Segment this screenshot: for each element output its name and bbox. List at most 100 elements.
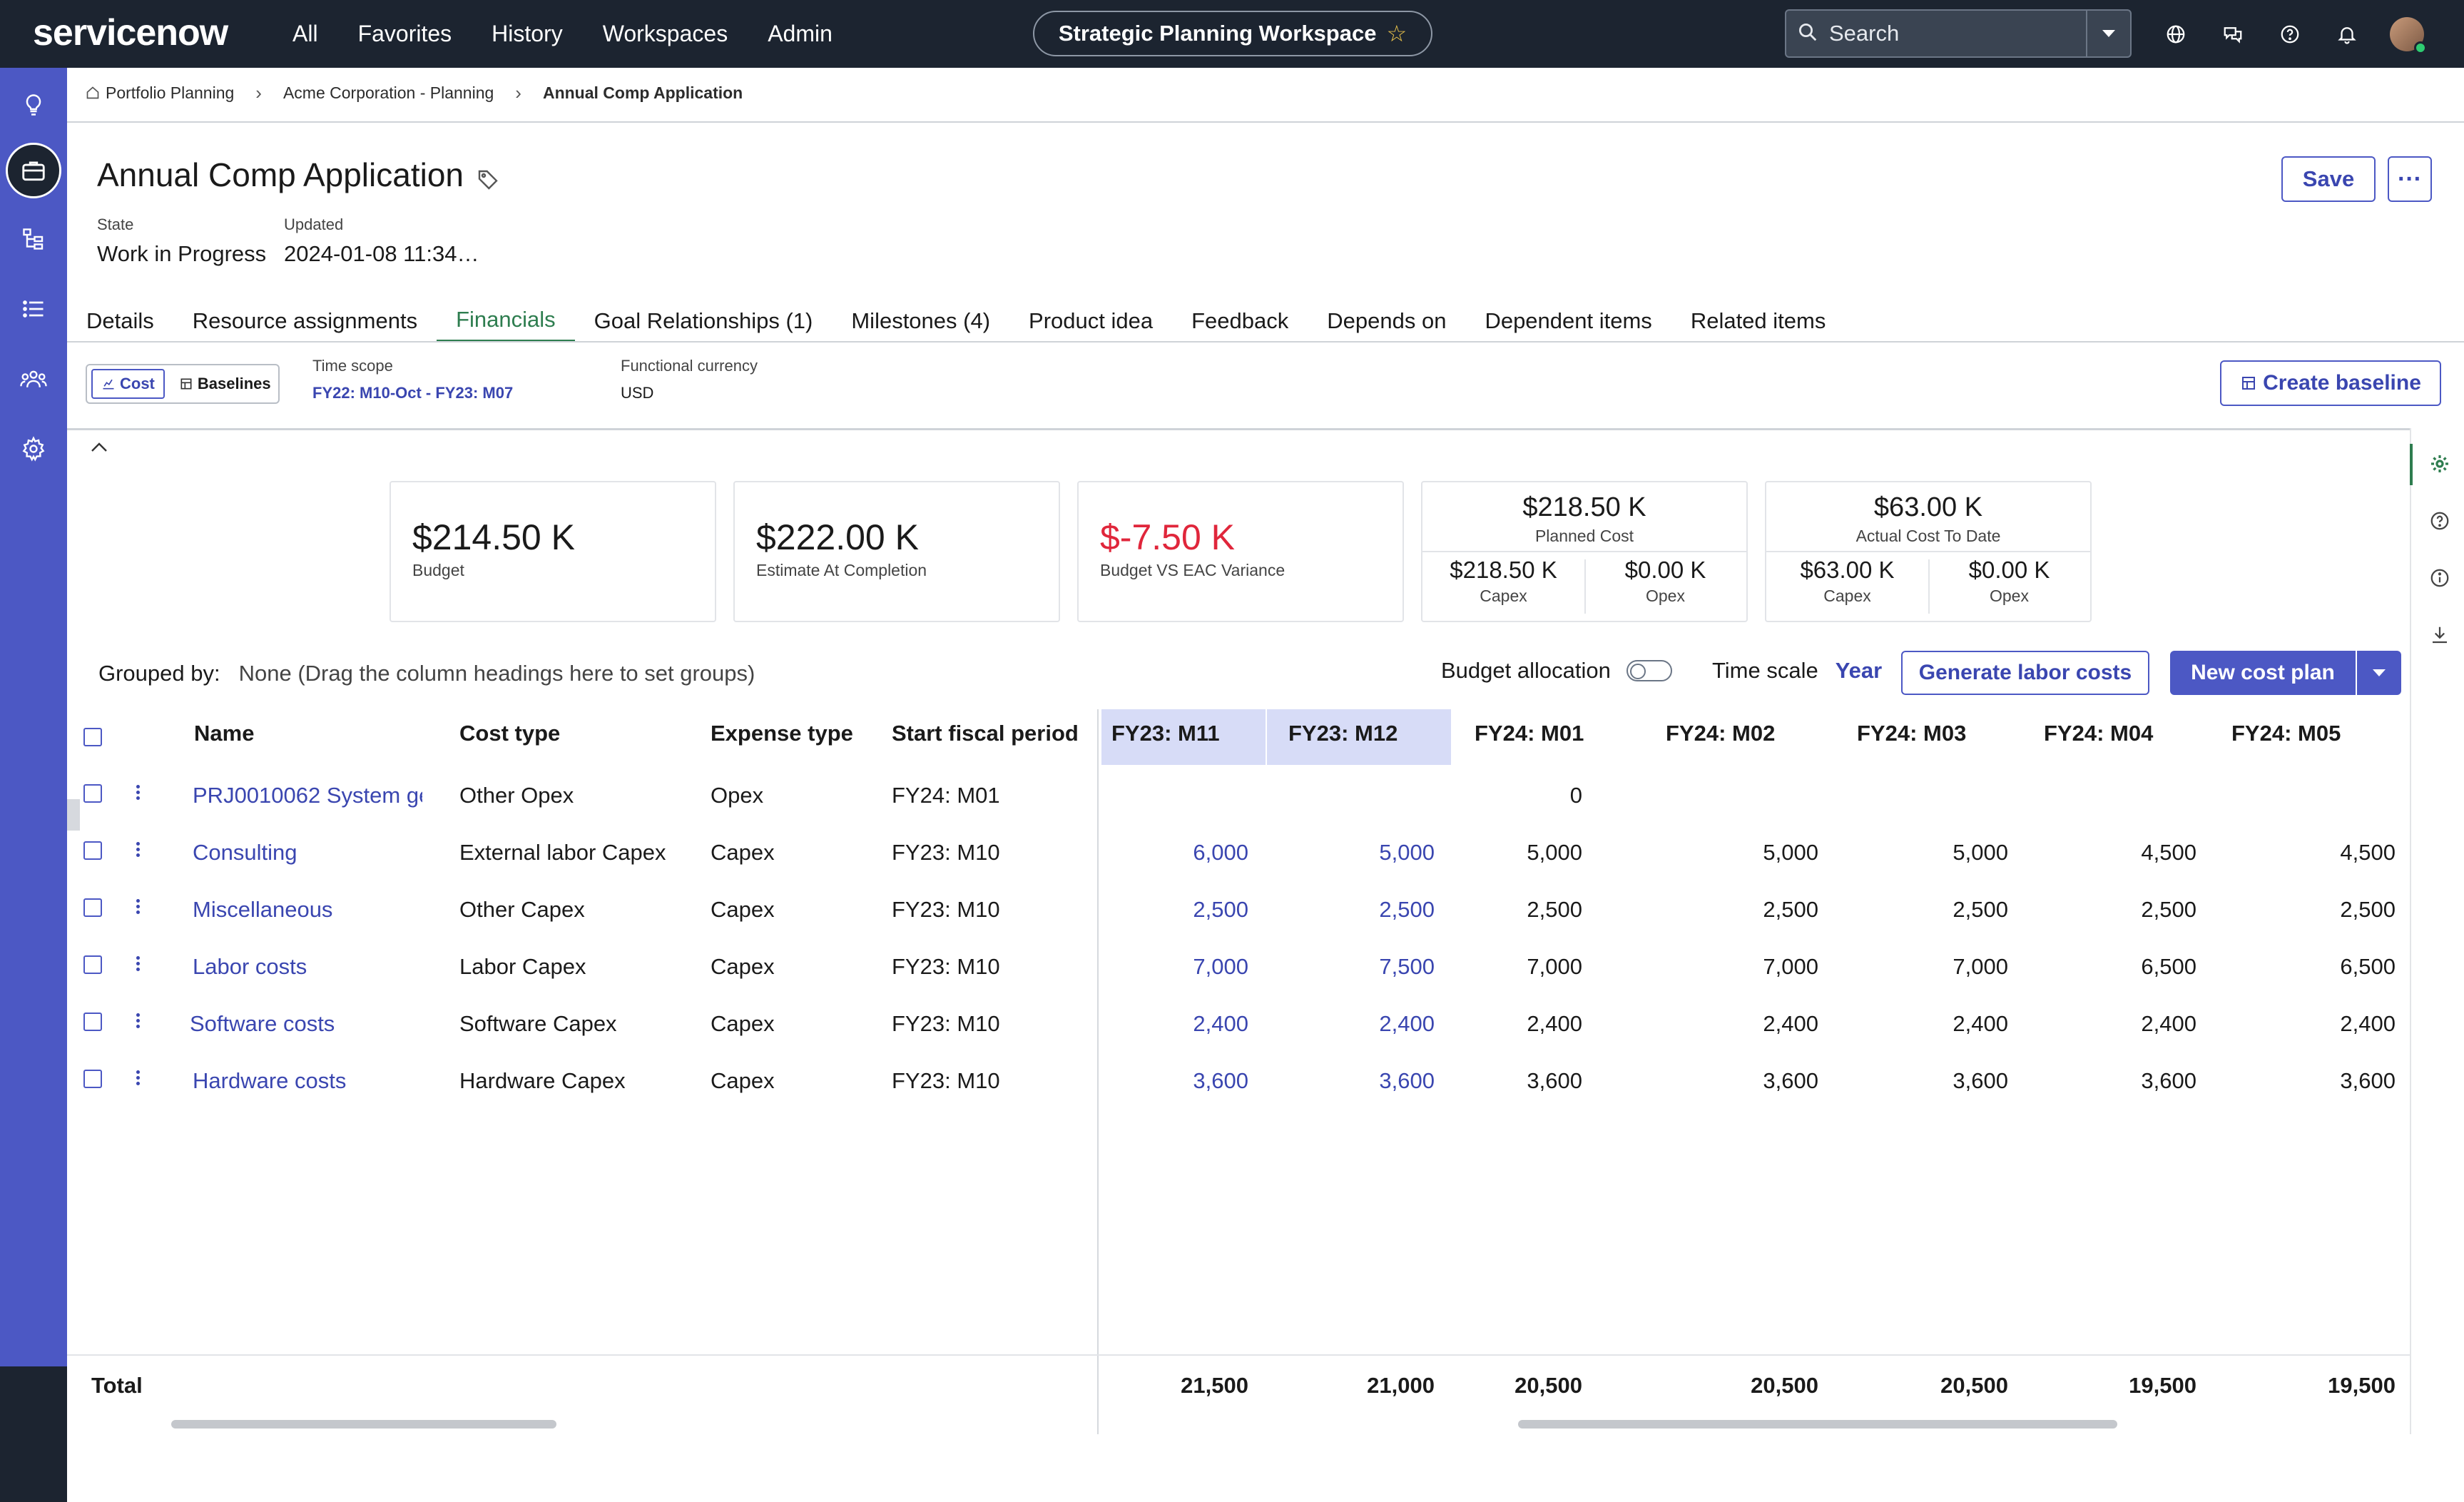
row-checkbox[interactable] xyxy=(83,841,102,860)
new-cost-plan-dropdown[interactable] xyxy=(2357,651,2401,695)
row-checkbox[interactable] xyxy=(83,784,102,803)
chevron-up-icon[interactable] xyxy=(90,441,108,457)
nav-admin[interactable]: Admin xyxy=(768,21,833,46)
help-icon[interactable] xyxy=(2427,508,2453,534)
lightbulb-icon[interactable] xyxy=(12,83,55,126)
month-cost-editable-cell[interactable]: 6,000 xyxy=(1193,840,1248,865)
group-by-bar[interactable]: Grouped by: None (Drag the column heading… xyxy=(98,661,755,686)
month-cost-editable-cell[interactable]: 3,600 xyxy=(1193,1068,1248,1093)
month-cost-editable-cell[interactable]: 5,000 xyxy=(1379,840,1435,865)
month-cost-editable-cell[interactable]: 2,500 xyxy=(1379,897,1435,922)
column-header-name[interactable]: Name xyxy=(194,721,255,746)
tab-resource-assignments[interactable]: Resource assignments xyxy=(192,308,418,333)
nav-favorites[interactable]: Favorites xyxy=(357,21,452,46)
more-actions-button[interactable]: ··· xyxy=(2388,156,2432,202)
row-name-link[interactable]: Hardware costs xyxy=(193,1068,347,1093)
workspace-pill[interactable]: Strategic Planning Workspace ☆ xyxy=(1033,11,1432,56)
bell-icon[interactable] xyxy=(2333,20,2361,49)
row-checkbox[interactable] xyxy=(83,898,102,917)
breadcrumb-item-portfolio[interactable]: Portfolio Planning xyxy=(106,83,235,102)
month-cost-editable-cell[interactable]: 7,500 xyxy=(1379,954,1435,979)
nav-workspaces[interactable]: Workspaces xyxy=(602,21,728,46)
row-name-link[interactable]: Software costs xyxy=(190,1011,335,1036)
column-header-start-fiscal-period[interactable]: Start fiscal period xyxy=(892,721,1079,746)
briefcase-icon[interactable] xyxy=(6,143,61,198)
team-icon[interactable] xyxy=(12,357,55,400)
create-baseline-button[interactable]: Create baseline xyxy=(2220,360,2441,406)
tab-product-idea[interactable]: Product idea xyxy=(1029,308,1154,333)
time-scale-value[interactable]: Year xyxy=(1835,658,1883,683)
tab-dependent-items[interactable]: Dependent items xyxy=(1485,308,1652,333)
tab-depends-on[interactable]: Depends on xyxy=(1327,308,1447,333)
month-cost-editable-cell[interactable]: 2,400 xyxy=(1193,1011,1248,1036)
row-name-link[interactable]: Labor costs xyxy=(193,954,307,979)
column-header-fy24-m04[interactable]: FY24: M04 xyxy=(2044,721,2154,746)
row-actions-icon[interactable] xyxy=(134,1068,141,1087)
servicenow-logo[interactable]: servicenow xyxy=(33,12,228,54)
row-drag-handle[interactable] xyxy=(67,799,80,831)
row-checkbox[interactable] xyxy=(83,1070,102,1088)
settings-icon[interactable] xyxy=(2427,451,2453,477)
row-checkbox[interactable] xyxy=(83,1013,102,1031)
budget-allocation-switch[interactable] xyxy=(1626,660,1672,681)
generate-labor-costs-button[interactable]: Generate labor costs xyxy=(1901,651,2149,695)
frozen-column-divider xyxy=(1097,709,1099,1434)
tab-related-items[interactable]: Related items xyxy=(1690,308,1826,333)
row-name-link[interactable]: Consulting xyxy=(193,840,297,865)
row-actions-icon[interactable] xyxy=(134,1011,141,1030)
switch-knob xyxy=(1629,664,1646,679)
list-icon[interactable] xyxy=(12,288,55,330)
row-actions-icon[interactable] xyxy=(134,954,141,973)
globe-icon[interactable] xyxy=(2162,20,2190,49)
cost-baselines-toggle: Cost Baselines xyxy=(86,364,280,404)
save-button[interactable]: Save xyxy=(2281,156,2376,202)
column-header-fy23-m11[interactable]: FY23: M11 xyxy=(1111,721,1220,746)
select-all-checkbox[interactable] xyxy=(83,728,102,746)
column-header-fy24-m01[interactable]: FY24: M01 xyxy=(1475,721,1584,746)
column-header-expense-type[interactable]: Expense type xyxy=(711,721,853,746)
column-header-cost-type[interactable]: Cost type xyxy=(459,721,561,746)
breadcrumb-home[interactable]: Portfolio Planning xyxy=(86,83,234,103)
row-actions-icon[interactable] xyxy=(134,783,141,802)
row-name-link[interactable]: PRJ0010062 System ge xyxy=(193,783,422,808)
left-horizontal-scrollbar[interactable] xyxy=(171,1420,556,1429)
breadcrumb-item-acme[interactable]: Acme Corporation - Planning xyxy=(282,83,494,102)
user-avatar[interactable] xyxy=(2390,16,2427,54)
tab-feedback[interactable]: Feedback xyxy=(1191,308,1289,333)
info-icon[interactable] xyxy=(2427,565,2453,591)
chat-icon[interactable] xyxy=(2219,20,2247,49)
row-checkbox[interactable] xyxy=(83,955,102,974)
month-cost-editable-cell[interactable]: 3,600 xyxy=(1379,1068,1435,1093)
column-header-fy24-m03[interactable]: FY24: M03 xyxy=(1857,721,1967,746)
month-cost-editable-cell[interactable]: 7,000 xyxy=(1193,954,1248,979)
tab-milestones[interactable]: Milestones (4) xyxy=(851,308,991,333)
help-icon[interactable] xyxy=(2276,20,2304,49)
download-icon[interactable] xyxy=(2427,622,2453,648)
column-header-fy23-m12[interactable]: FY23: M12 xyxy=(1288,721,1398,746)
cost-toggle[interactable]: Cost xyxy=(91,369,165,399)
tab-goal-relationships[interactable]: Goal Relationships (1) xyxy=(594,308,813,333)
star-icon[interactable]: ☆ xyxy=(1386,21,1407,46)
month-cost-editable-cell[interactable]: 2,500 xyxy=(1193,897,1248,922)
row-name-link[interactable]: Miscellaneous xyxy=(193,897,333,922)
nav-history[interactable]: History xyxy=(492,21,563,46)
header-highlight xyxy=(1101,709,1266,765)
row-actions-icon[interactable] xyxy=(134,840,141,859)
tab-details[interactable]: Details xyxy=(86,308,154,333)
time-scope-link[interactable]: FY22: M10-Oct - FY23: M07 xyxy=(312,384,514,402)
settings-gear-icon[interactable] xyxy=(12,427,55,470)
search-input[interactable]: Search xyxy=(1829,21,1900,46)
column-header-fy24-m05[interactable]: FY24: M05 xyxy=(2231,721,2341,746)
hierarchy-icon[interactable] xyxy=(12,218,55,260)
tab-financials[interactable]: Financials xyxy=(437,300,575,342)
tag-icon[interactable] xyxy=(477,168,499,195)
search-scope-dropdown[interactable] xyxy=(2086,11,2130,56)
month-cost-editable-cell[interactable]: 2,400 xyxy=(1379,1011,1435,1036)
row-actions-icon[interactable] xyxy=(134,897,141,916)
baselines-toggle[interactable]: Baselines xyxy=(170,369,280,399)
new-cost-plan-button[interactable]: New cost plan xyxy=(2170,651,2356,695)
right-horizontal-scrollbar[interactable] xyxy=(1518,1420,2117,1429)
global-search[interactable]: Search xyxy=(1785,9,2132,58)
nav-all[interactable]: All xyxy=(292,21,318,46)
column-header-fy24-m02[interactable]: FY24: M02 xyxy=(1666,721,1776,746)
